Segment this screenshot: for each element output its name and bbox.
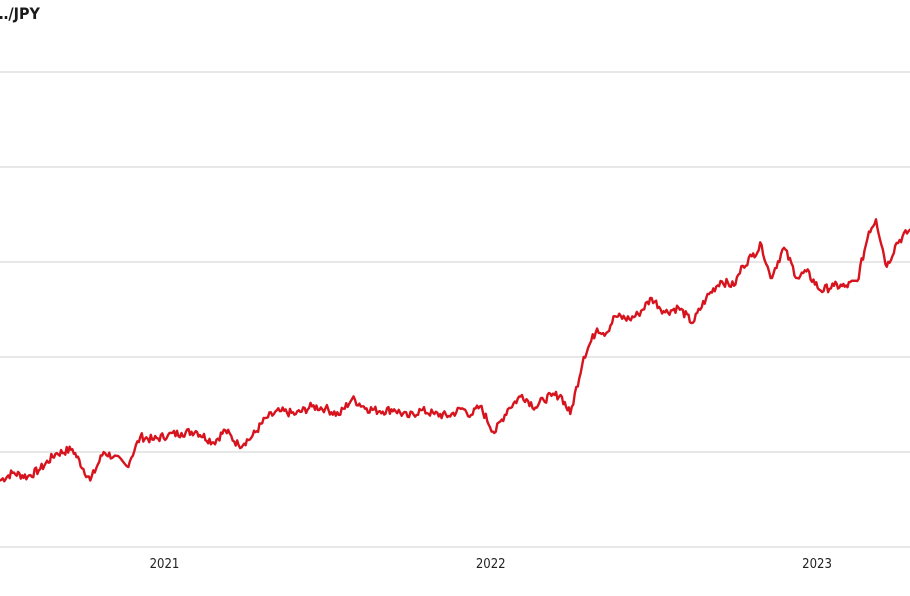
gridlines <box>0 71 910 548</box>
series-line <box>0 218 910 483</box>
x-tick-label: 2021 <box>150 557 180 572</box>
x-tick-label: 2022 <box>476 557 506 572</box>
x-tick-label: 2023 <box>802 557 832 572</box>
x-axis-tick-labels: 2021 2022 2023 <box>150 557 832 572</box>
chart-title: …/JPY <box>0 4 40 23</box>
